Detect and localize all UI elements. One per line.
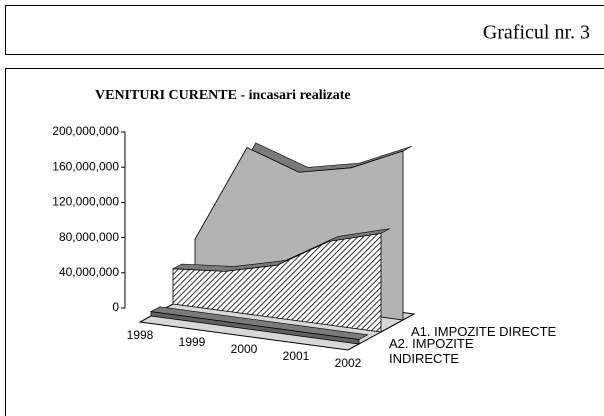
header-box (5, 5, 604, 55)
area (172, 232, 382, 333)
x-tick-label: 1999 (179, 335, 206, 349)
x-tick-label: 2002 (335, 356, 362, 370)
x-tick-label: 2001 (283, 349, 310, 363)
chart-title: VENITURI CURENTE - incasari realizate (95, 88, 351, 103)
header-title: Graficul nr. 3 (483, 22, 590, 44)
x-tick-label: 2000 (231, 342, 258, 356)
x-tick-label: 1998 (127, 328, 154, 342)
y-tick-label: 200,000,000 (52, 124, 119, 138)
depth-label: A2. IMPOZITE INDIRECTE (389, 336, 474, 366)
chart-box (5, 68, 604, 416)
y-tick-label: 80,000,000 (59, 230, 119, 244)
y-tick-label: 40,000,000 (59, 265, 119, 279)
y-tick-label: 120,000,000 (52, 195, 119, 209)
y-tick-label: 0 (112, 300, 119, 314)
depth-label: A1. IMPOZITE DIRECTE (411, 324, 557, 339)
area (150, 311, 360, 345)
y-tick-label: 160,000,000 (52, 159, 119, 173)
